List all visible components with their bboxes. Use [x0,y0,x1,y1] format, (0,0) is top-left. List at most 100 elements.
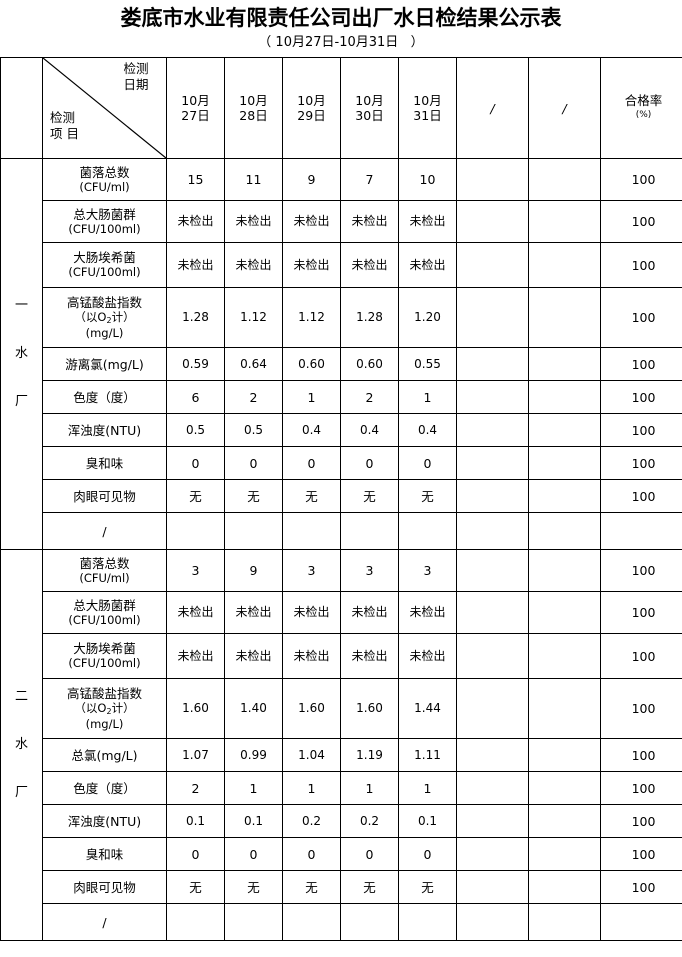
blank-cell [529,447,601,480]
value-cell: 未检出 [341,592,399,634]
item-name-cell: 总大肠菌群(CFU/100ml) [43,201,167,243]
item-name-line-2: （以O2计） [45,310,164,326]
value-cell: 1.60 [283,679,341,739]
value-cell: 未检出 [167,634,225,679]
value-cell [283,513,341,550]
value-cell: 2 [225,381,283,414]
item-name-line-2: (CFU/100ml) [45,613,164,628]
header-day-2: 10月 28日 [225,58,283,159]
value-cell: 1 [399,381,457,414]
item-name-line-1: / [45,524,164,539]
item-name-line-1: 浑浊度(NTU) [45,814,164,829]
header-day-1-month: 10月 [168,93,223,108]
item-name-cell: 游离氯(mg/L) [43,348,167,381]
blank-cell [529,348,601,381]
blank-cell [529,679,601,739]
pass-rate-cell: 100 [601,348,682,381]
item-name-line-1: 高锰酸盐指数 [45,295,164,310]
value-cell [399,904,457,941]
value-cell: 未检出 [399,634,457,679]
value-cell: 1.60 [167,679,225,739]
value-cell: 未检出 [167,592,225,634]
blank-cell [457,679,529,739]
plant-name-char-3: 厂 [15,769,28,817]
value-cell: 6 [167,381,225,414]
value-cell: 无 [225,480,283,513]
item-name-cell: 色度（度） [43,381,167,414]
value-cell: 0.1 [225,805,283,838]
item-name-line-1: 总大肠菌群 [45,598,164,613]
item-name-cell: 肉眼可见物 [43,871,167,904]
header-day-3-day: 29日 [284,108,339,123]
header-item-label: 检测 项 目 [50,110,79,142]
value-cell: 未检出 [399,243,457,288]
value-cell: 1 [283,772,341,805]
header-blank-2: / [529,58,601,159]
pass-rate-cell: 100 [601,480,682,513]
item-name-line-1: 菌落总数 [45,556,164,571]
item-name-line-1: 臭和味 [45,456,164,471]
item-name-cell: 大肠埃希菌(CFU/100ml) [43,634,167,679]
blank-cell [457,805,529,838]
value-cell: 未检出 [399,592,457,634]
pass-rate-cell: 100 [601,288,682,348]
pass-rate-cell: 100 [601,381,682,414]
header-pass-rate: 合格率 (%) [601,58,682,159]
pass-rate-cell: 100 [601,838,682,871]
value-cell [399,513,457,550]
value-cell: 未检出 [283,243,341,288]
item-name-line-1: 臭和味 [45,847,164,862]
plant-name-vertical: 一水厂 [1,282,42,426]
value-cell: 无 [399,480,457,513]
header-diagonal-corner: 检测 日期 检测 项 目 [43,58,167,159]
blank-cell [457,739,529,772]
table-header-row: 检测 日期 检测 项 目 10月 27日 10月 28日 [1,58,682,159]
value-cell: 1.19 [341,739,399,772]
blank-cell [529,381,601,414]
blank-cell [529,772,601,805]
item-name-cell: 浑浊度(NTU) [43,414,167,447]
plant-name-vertical: 二水厂 [1,673,42,817]
value-cell: 0 [167,838,225,871]
value-cell: 无 [225,871,283,904]
header-day-5-day: 31日 [400,108,455,123]
item-name-cell: 色度（度） [43,772,167,805]
value-cell: 未检出 [225,243,283,288]
blank-cell [529,871,601,904]
pass-rate-cell: 100 [601,592,682,634]
page-root: 娄底市水业有限责任公司出厂水日检结果公示表 （ 10月27日-10月31日 ） … [0,5,682,957]
header-day-3: 10月 29日 [283,58,341,159]
item-name-line-1: 大肠埃希菌 [45,641,164,656]
value-cell: 0.2 [341,805,399,838]
pass-rate-cell [601,904,682,941]
pass-rate-cell: 100 [601,739,682,772]
value-cell: 10 [399,159,457,201]
header-empty-corner [1,58,43,159]
value-cell: 无 [341,871,399,904]
value-cell: 未检出 [341,201,399,243]
plant-name-cell-2: 二水厂 [1,550,43,941]
value-cell: 未检出 [225,634,283,679]
value-cell: 0 [225,838,283,871]
blank-cell [457,243,529,288]
value-cell: 15 [167,159,225,201]
value-cell: 未检出 [167,243,225,288]
blank-cell [529,805,601,838]
pass-rate-cell: 100 [601,805,682,838]
value-cell: 3 [283,550,341,592]
blank-cell [529,550,601,592]
page-title: 娄底市水业有限责任公司出厂水日检结果公示表 [0,5,682,31]
value-cell: 1.07 [167,739,225,772]
value-cell [225,904,283,941]
value-cell: 1 [399,772,457,805]
plant-name-char-1: 二 [15,673,28,721]
item-name-line-2: (CFU/ml) [45,571,164,586]
item-name-cell: 臭和味 [43,838,167,871]
item-name-line-1: / [45,915,164,930]
blank-cell [529,480,601,513]
value-cell: 9 [283,159,341,201]
